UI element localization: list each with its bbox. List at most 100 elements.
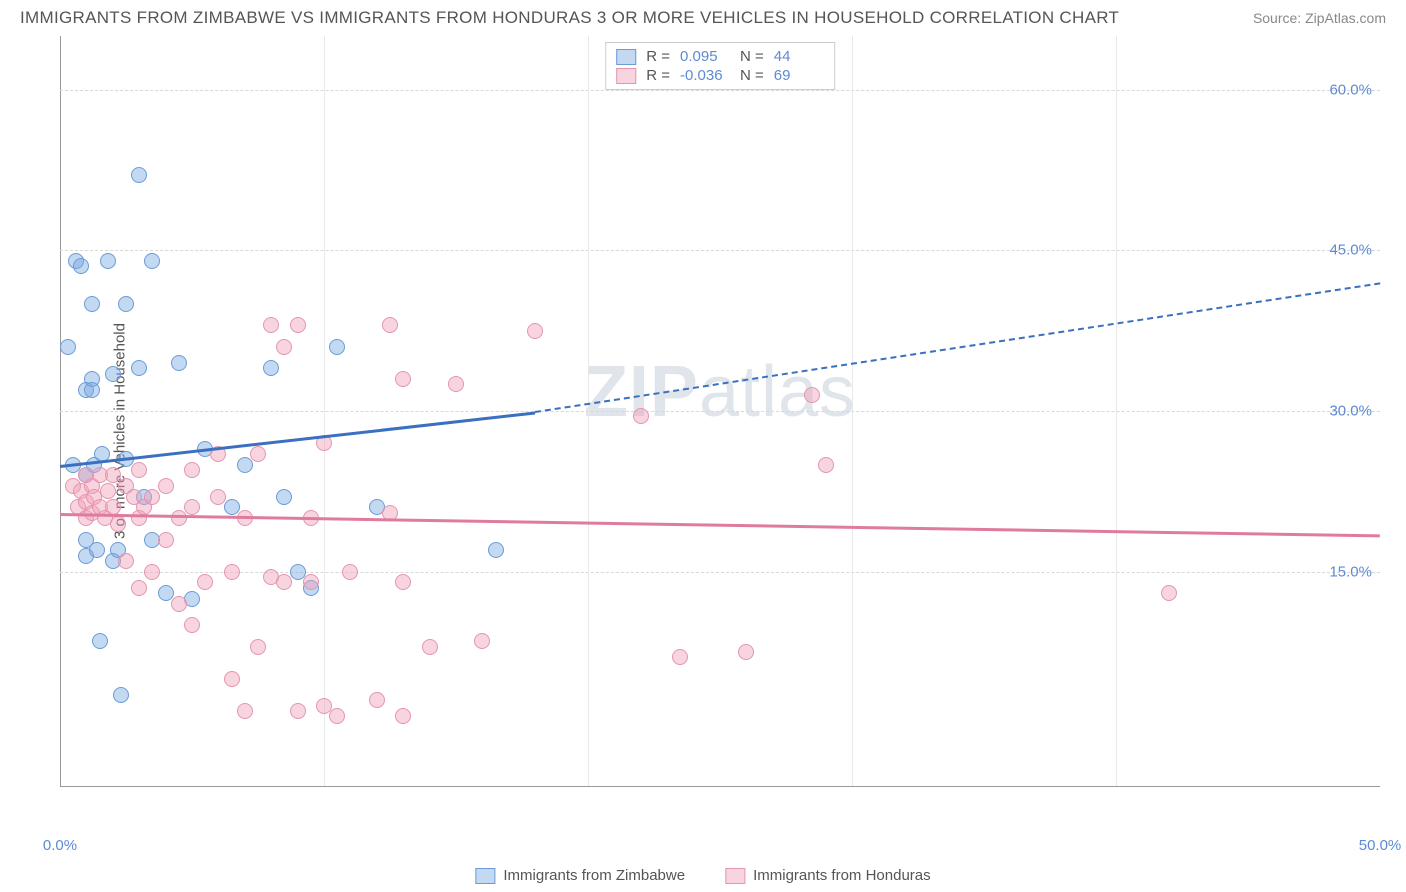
data-point-honduras (369, 692, 385, 708)
data-point-zimbabwe (237, 457, 253, 473)
regression-honduras (60, 513, 1380, 537)
n-value: 69 (774, 67, 824, 84)
data-point-honduras (527, 323, 543, 339)
data-point-honduras (171, 510, 187, 526)
data-point-honduras (224, 671, 240, 687)
data-point-honduras (197, 574, 213, 590)
data-point-honduras (672, 649, 688, 665)
x-axis (60, 786, 1380, 787)
data-point-honduras (382, 317, 398, 333)
data-point-honduras (237, 703, 253, 719)
data-point-zimbabwe (100, 253, 116, 269)
gridline-h (60, 572, 1380, 573)
data-point-honduras (263, 317, 279, 333)
data-point-zimbabwe (276, 489, 292, 505)
data-point-honduras (448, 376, 464, 392)
data-point-zimbabwe (73, 258, 89, 274)
y-tick-label: 45.0% (1329, 242, 1372, 259)
y-tick-label: 60.0% (1329, 81, 1372, 98)
legend-label-honduras: Immigrants from Honduras (753, 867, 931, 884)
n-value: 44 (774, 48, 824, 65)
data-point-honduras (738, 644, 754, 660)
scatter-plot: ZIPatlas 15.0%30.0%45.0%60.0%0.0%50.0%R … (60, 36, 1380, 826)
legend-swatch-honduras (725, 868, 745, 884)
chart-header: IMMIGRANTS FROM ZIMBABWE VS IMMIGRANTS F… (0, 0, 1406, 32)
r-label: R = (646, 48, 670, 65)
gridline-h (60, 411, 1380, 412)
regression-zimbabwe-dashed (535, 282, 1380, 413)
data-point-zimbabwe (171, 355, 187, 371)
data-point-zimbabwe (113, 687, 129, 703)
data-point-honduras (224, 564, 240, 580)
data-point-honduras (276, 574, 292, 590)
r-value: 0.095 (680, 48, 730, 65)
data-point-honduras (131, 580, 147, 596)
data-point-honduras (395, 708, 411, 724)
legend-item-zimbabwe: Immigrants from Zimbabwe (475, 867, 685, 884)
data-point-zimbabwe (131, 167, 147, 183)
data-point-honduras (804, 387, 820, 403)
stats-row: R = 0.095 N = 44 (616, 47, 824, 66)
gridline-v (852, 36, 853, 786)
data-point-honduras (818, 457, 834, 473)
data-point-honduras (210, 489, 226, 505)
y-tick-label: 15.0% (1329, 563, 1372, 580)
data-point-zimbabwe (105, 366, 121, 382)
data-point-honduras (158, 478, 174, 494)
legend-item-honduras: Immigrants from Honduras (725, 867, 931, 884)
data-point-honduras (329, 708, 345, 724)
data-point-honduras (184, 499, 200, 515)
data-point-honduras (144, 489, 160, 505)
x-tick-label: 50.0% (1359, 837, 1402, 854)
data-point-honduras (250, 639, 266, 655)
data-point-honduras (184, 462, 200, 478)
gridline-v (1116, 36, 1117, 786)
data-point-honduras (1161, 585, 1177, 601)
data-point-honduras (131, 462, 147, 478)
data-point-zimbabwe (263, 360, 279, 376)
data-point-honduras (303, 574, 319, 590)
data-point-honduras (633, 408, 649, 424)
stats-row: R =-0.036N =69 (616, 66, 824, 85)
data-point-honduras (100, 483, 116, 499)
data-point-honduras (110, 516, 126, 532)
data-point-honduras (422, 639, 438, 655)
legend: Immigrants from Zimbabwe Immigrants from… (475, 867, 930, 884)
data-point-honduras (395, 371, 411, 387)
source-prefix: Source: (1253, 10, 1305, 26)
data-point-zimbabwe (131, 360, 147, 376)
data-point-honduras (184, 617, 200, 633)
data-point-honduras (342, 564, 358, 580)
data-point-honduras (158, 532, 174, 548)
gridline-v (324, 36, 325, 786)
legend-swatch-zimbabwe (475, 868, 495, 884)
watermark-light: atlas (699, 352, 856, 432)
data-point-zimbabwe (60, 339, 76, 355)
source-link[interactable]: ZipAtlas.com (1305, 10, 1386, 26)
data-point-zimbabwe (488, 542, 504, 558)
data-point-honduras (276, 339, 292, 355)
data-point-zimbabwe (84, 382, 100, 398)
gridline-v (588, 36, 589, 786)
data-point-honduras (474, 633, 490, 649)
data-point-honduras (250, 446, 266, 462)
data-point-honduras (395, 574, 411, 590)
data-point-honduras (171, 596, 187, 612)
source-attribution: Source: ZipAtlas.com (1253, 10, 1386, 26)
stats-swatch (616, 68, 636, 84)
data-point-honduras (290, 703, 306, 719)
r-label: R = (646, 67, 670, 84)
stats-box: R = 0.095 N = 44R =-0.036N =69 (605, 42, 835, 90)
data-point-zimbabwe (89, 542, 105, 558)
legend-label-zimbabwe: Immigrants from Zimbabwe (503, 867, 685, 884)
x-tick-label: 0.0% (43, 837, 77, 854)
n-label: N = (740, 48, 764, 65)
data-point-zimbabwe (329, 339, 345, 355)
gridline-h (60, 250, 1380, 251)
y-tick-label: 30.0% (1329, 403, 1372, 420)
data-point-zimbabwe (92, 633, 108, 649)
regression-zimbabwe-solid (60, 411, 535, 467)
chart-area: 3 or more Vehicles in Household ZIPatlas… (60, 36, 1380, 826)
chart-title: IMMIGRANTS FROM ZIMBABWE VS IMMIGRANTS F… (20, 8, 1119, 28)
data-point-zimbabwe (84, 296, 100, 312)
